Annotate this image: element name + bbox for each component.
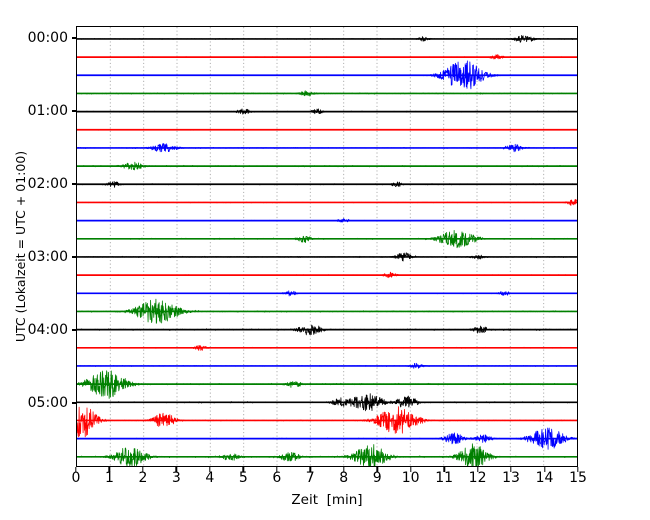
seismic-traces xyxy=(77,35,577,466)
y-axis-tick-mark xyxy=(71,183,76,185)
x-axis-tick-13: 13 xyxy=(502,470,520,486)
trace-0545 xyxy=(77,443,577,466)
y-axis-tick-mark xyxy=(71,402,76,404)
y-axis-tick-0500: 05:00 xyxy=(27,395,68,411)
plot-area[interactable] xyxy=(76,26,578,467)
y-axis-tick-mark xyxy=(71,110,76,112)
x-axis-tick-mark xyxy=(276,467,278,472)
x-axis-tick-7: 7 xyxy=(305,470,315,486)
x-axis-tick-11: 11 xyxy=(435,470,454,486)
x-axis-tick-mark xyxy=(142,467,144,472)
x-axis-tick-5: 5 xyxy=(238,470,248,486)
y-axis-tick-mark xyxy=(71,329,76,331)
x-axis-tick-15: 15 xyxy=(569,470,587,486)
y-axis-tick-0200: 02:00 xyxy=(27,176,68,192)
x-axis-tick-10: 10 xyxy=(401,470,420,486)
y-axis-tick-mark xyxy=(71,37,76,39)
x-axis-tick-mark xyxy=(376,467,378,472)
x-axis-tick-mark xyxy=(476,467,479,472)
y-axis-tick-0100: 01:00 xyxy=(27,103,68,119)
x-axis-tick-8: 8 xyxy=(339,470,349,486)
y-axis-tick-0400: 04:00 xyxy=(27,322,68,338)
x-axis-tick-mark xyxy=(209,467,211,472)
x-axis-tick-0: 0 xyxy=(71,470,81,486)
x-axis-tick-mark xyxy=(175,467,178,472)
x-axis-tick-mark xyxy=(577,467,579,472)
x-axis-tick-9: 9 xyxy=(372,470,382,486)
x-axis-tick-mark xyxy=(443,467,445,472)
trace-0515 xyxy=(77,406,577,438)
x-axis-tick-mark xyxy=(108,467,111,472)
x-axis-tick-12: 12 xyxy=(468,470,487,486)
y-axis-tick-mark xyxy=(71,256,76,258)
x-axis-tick-mark xyxy=(242,467,245,472)
x-axis-tick-4: 4 xyxy=(205,470,215,486)
x-axis-tick-14: 14 xyxy=(535,470,554,486)
x-axis-tick-mark xyxy=(75,467,77,472)
x-axis-tick-1: 1 xyxy=(104,470,114,486)
x-axis-tick-6: 6 xyxy=(272,470,282,486)
x-axis-tick-mark xyxy=(510,467,512,472)
y-axis-tick-0000: 00:00 xyxy=(27,30,68,46)
x-axis-label: Zeit [min] xyxy=(291,492,363,508)
x-axis-tick-mark xyxy=(409,467,412,472)
x-axis-tick-mark xyxy=(343,467,345,472)
x-axis-tick-2: 2 xyxy=(138,470,148,486)
x-axis-tick-mark xyxy=(309,467,311,472)
x-axis-tick-mark xyxy=(543,467,546,472)
y-axis-tick-0300: 03:00 xyxy=(27,249,68,265)
x-axis-tick-3: 3 xyxy=(171,470,181,486)
